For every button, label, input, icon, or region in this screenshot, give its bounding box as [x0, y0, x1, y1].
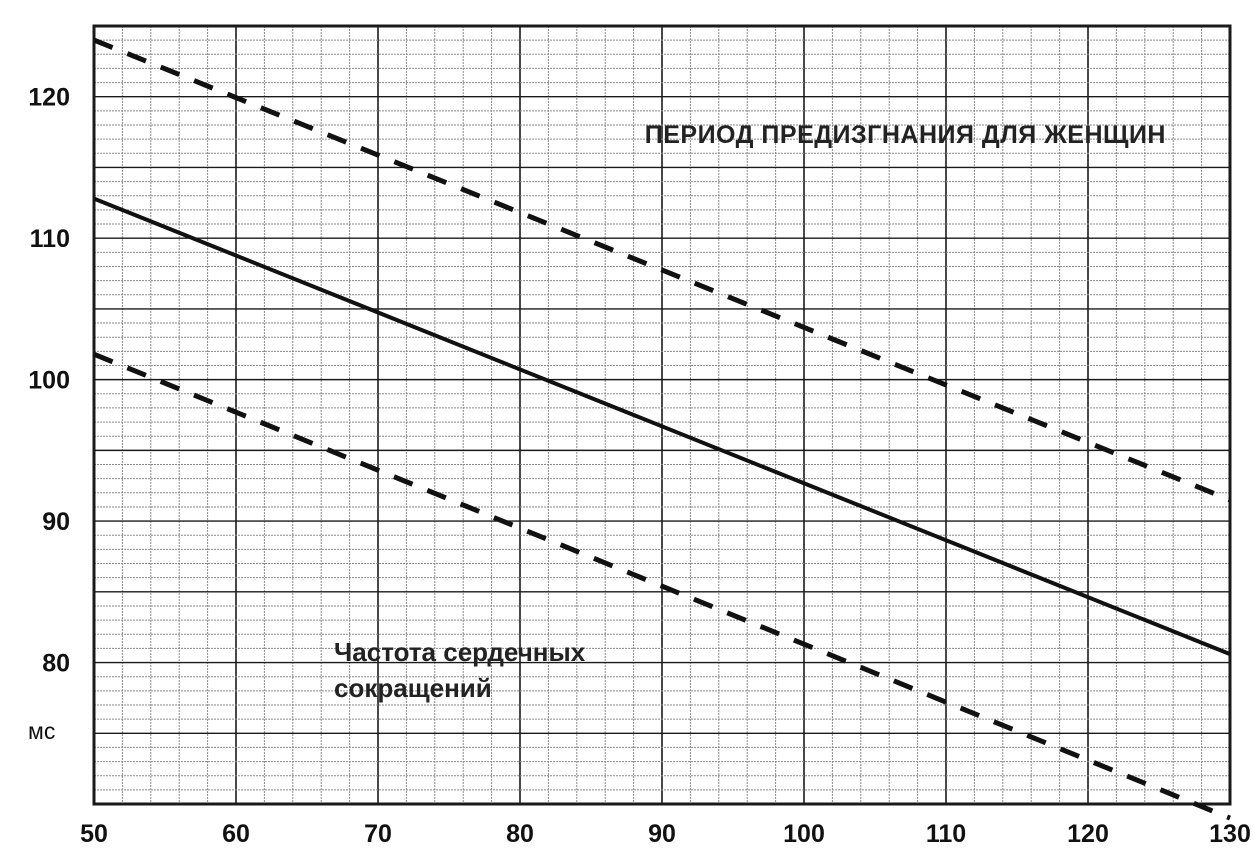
- y-axis-unit-label: мс: [28, 718, 55, 744]
- x-tick-label: 50: [80, 820, 108, 848]
- x-axis-caption-line-1: Частота сердечных: [334, 637, 586, 667]
- mean-line: [93, 196, 1231, 656]
- dashed-bound-line-1: [93, 37, 1231, 503]
- x-tick-label: 100: [783, 820, 825, 848]
- x-tick-label: 80: [506, 820, 534, 848]
- dashed-bound-line-2: [93, 351, 1231, 821]
- x-axis-caption-line-2: сокращений: [334, 673, 492, 703]
- x-tick-label: 110: [926, 820, 966, 848]
- grid: [93, 25, 1231, 805]
- y-tick-label: 110: [30, 225, 70, 253]
- x-tick-label: 70: [364, 820, 392, 848]
- y-tick-labels: 80 90 100 110 120: [28, 84, 70, 678]
- plot-frame: [92, 24, 1232, 806]
- x-tick-label: 90: [648, 820, 676, 848]
- y-tick-label: 100: [28, 367, 70, 395]
- x-tick-label: 120: [1067, 820, 1109, 848]
- x-tick-labels: 50 60 70 80 90 100 110 120 130: [80, 820, 1251, 848]
- y-tick-label: 80: [42, 650, 70, 678]
- x-tick-label: 60: [222, 820, 250, 848]
- chart-title: ПЕРИОД ПРЕДИЗГНАНИЯ ДЛЯ ЖЕНЩИН: [645, 121, 1166, 149]
- x-tick-label: 130: [1209, 820, 1251, 848]
- y-tick-label: 120: [28, 84, 70, 112]
- y-tick-label: 90: [42, 508, 70, 536]
- series-layer: [93, 37, 1231, 821]
